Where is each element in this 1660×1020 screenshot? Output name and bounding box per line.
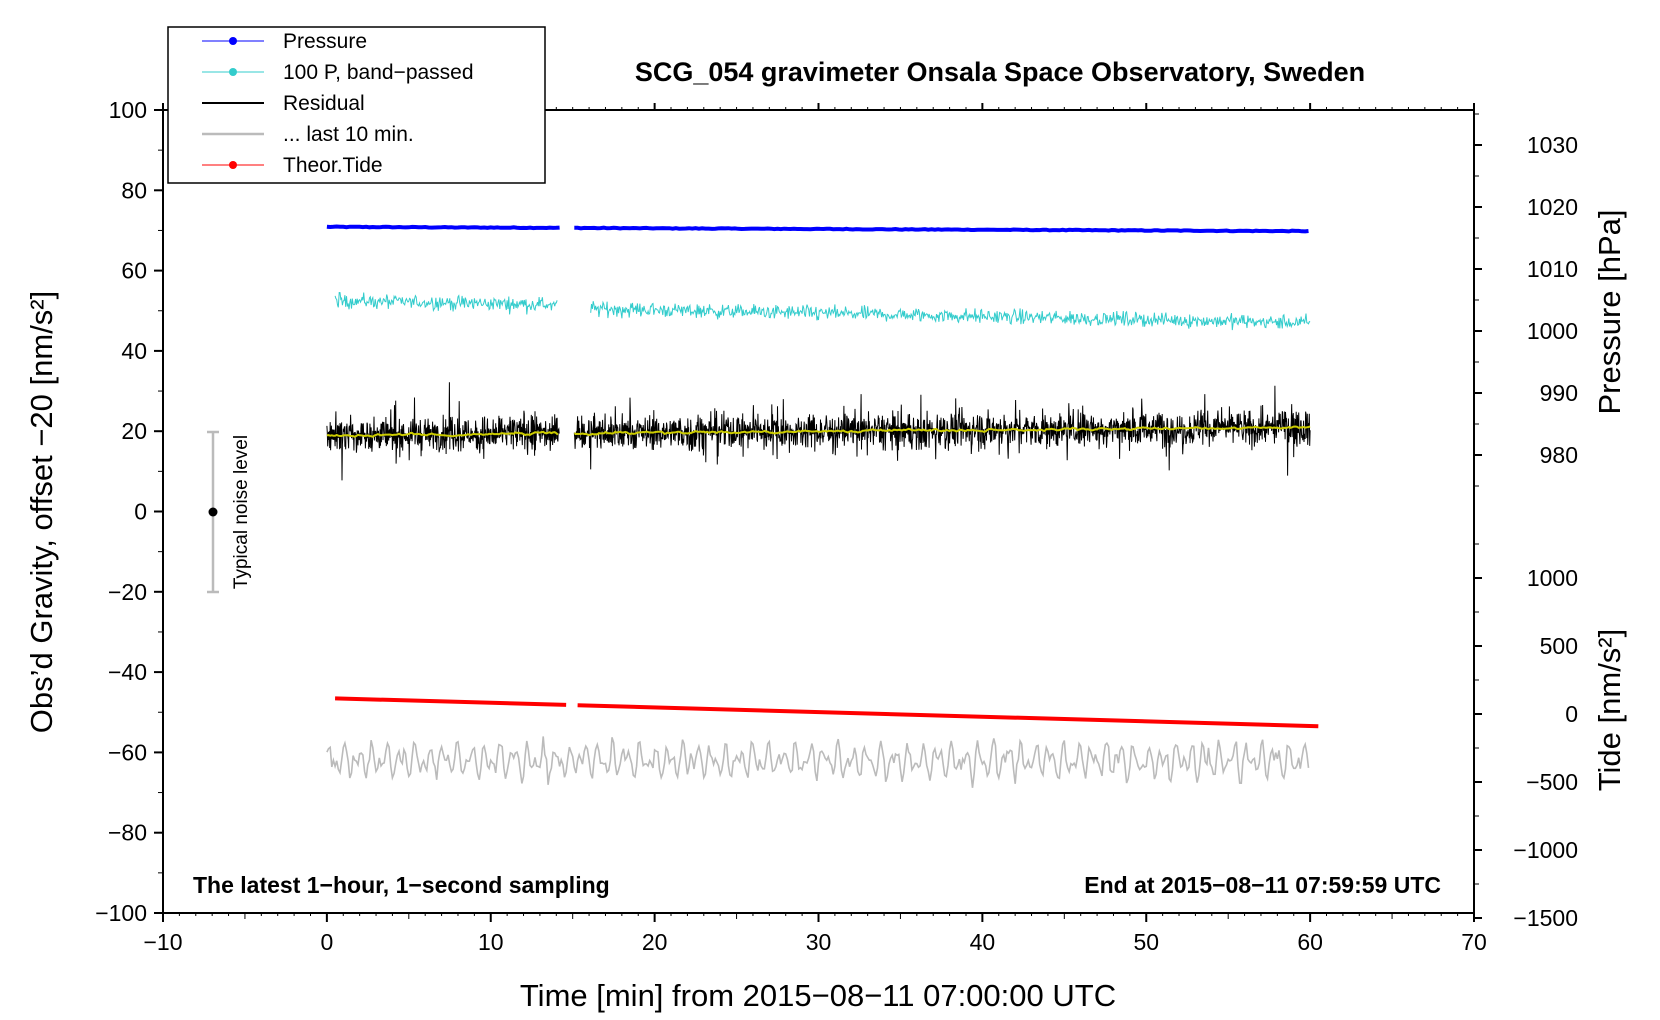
legend-label: Theor.Tide [283, 154, 383, 177]
y-axis-left: 100 80 60 40 20 0 −20 −40 −60 −80 −100 [95, 97, 163, 926]
last-10-min-line [326, 736, 1310, 788]
y-tick-label: 60 [121, 258, 147, 284]
tide-tick-label: −1000 [1513, 837, 1578, 863]
legend-label: Pressure [283, 30, 367, 53]
smoothed-residual-line [326, 430, 559, 438]
noise-level-indicator: Typical noise level [207, 430, 252, 594]
noise-level-label: Typical noise level [231, 435, 252, 589]
pressure-tick-label: 990 [1540, 380, 1578, 406]
y-tick-label: 40 [121, 338, 147, 364]
x-tick-label: 70 [1461, 929, 1487, 955]
y-axis-left-label: Obs’d Gravity, offset −20 [nm/s²] [24, 291, 59, 734]
y-tick-label: 0 [134, 499, 147, 525]
y-tick-label: −40 [108, 659, 147, 685]
legend-label: ... last 10 min. [283, 123, 414, 146]
y-tick-label: −60 [108, 739, 147, 765]
footer-right-note: End at 2015−08−11 07:59:59 UTC [1084, 872, 1441, 898]
pressure-tick-label: 1000 [1527, 318, 1578, 344]
legend-items: Pressure 100 P, band−passed Residual ... la… [202, 30, 474, 177]
y-tick-label: −80 [108, 820, 147, 846]
pressure-tick-label: 1020 [1527, 194, 1578, 220]
x-tick-label: 10 [478, 929, 504, 955]
legend: Pressure 100 P, band−passed Residual ... la… [167, 26, 546, 184]
noise-bar-center [208, 507, 218, 517]
y-tick-label: 20 [121, 418, 147, 444]
pressure-tick-label: 1030 [1527, 132, 1578, 158]
y-axis-right: 1030 1020 1010 1000 990 980 1000 500 0 −500 −1000 −… [1474, 113, 1578, 931]
tide-tick-label: 500 [1540, 633, 1578, 659]
pressure-line [326, 224, 560, 231]
series-traces [326, 224, 1319, 788]
x-tick-label: 20 [642, 929, 668, 955]
smoothed-residual-line [573, 425, 1311, 437]
tide-tick-label: −500 [1526, 769, 1578, 795]
x-tick-label: 60 [1297, 929, 1323, 955]
x-tick-label: 50 [1133, 929, 1159, 955]
legend-box [167, 26, 546, 184]
y-tick-label: 80 [121, 177, 147, 203]
y-axis-right-pressure-label: Pressure [hPa] [1592, 209, 1627, 414]
tide-tick-label: 1000 [1527, 565, 1578, 591]
legend-label: Residual [283, 92, 365, 115]
x-axis-label: Time [min] from 2015−08−11 07:00:00 UTC [520, 978, 1116, 1013]
bandpassed-pressure-line [590, 300, 1311, 331]
legend-label: 100 P, band−passed [283, 61, 474, 84]
y-axis-right-tide-label: Tide [nm/s²] [1592, 629, 1627, 792]
pressure-tick-label: 980 [1540, 442, 1578, 468]
theoretical-tide-line [577, 703, 1319, 729]
legend-swatch-dot [229, 37, 237, 45]
residual-line [326, 382, 560, 481]
legend-swatch-dot [229, 161, 237, 169]
y-tick-label: −20 [108, 579, 147, 605]
pressure-tick-label: 1010 [1527, 256, 1578, 282]
pressure-line [574, 225, 1309, 234]
tide-tick-label: −1500 [1513, 905, 1578, 931]
x-tick-label: 40 [970, 929, 996, 955]
y-tick-label: −100 [95, 900, 147, 926]
theoretical-tide-line [335, 696, 567, 707]
legend-swatch-dot [229, 68, 237, 76]
x-tick-label: −10 [143, 929, 182, 955]
bandpassed-pressure-line [334, 291, 558, 315]
chart-title: SCG_054 gravimeter Onsala Space Observat… [635, 57, 1365, 87]
x-axis: −10 0 10 20 30 40 50 60 70 [143, 103, 1487, 955]
x-tick-label: 30 [806, 929, 832, 955]
footer-left-note: The latest 1−hour, 1−second sampling [193, 872, 610, 898]
tide-tick-label: 0 [1565, 701, 1578, 727]
y-tick-label: 100 [109, 97, 147, 123]
x-tick-label: 0 [320, 929, 333, 955]
